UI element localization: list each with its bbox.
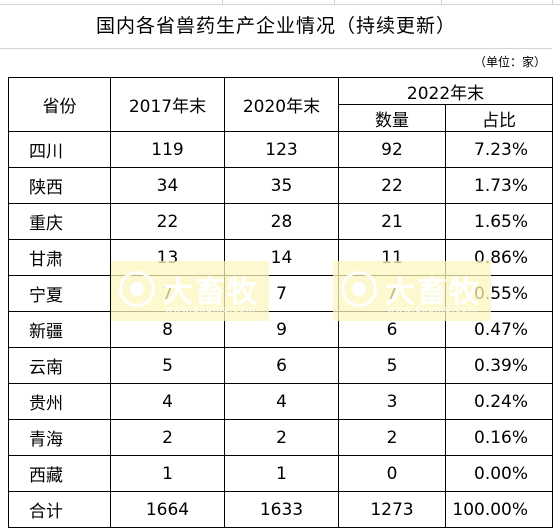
table-row: 重庆 22 28 21 1.65% [8, 203, 554, 240]
table-row: 宁夏 7 7 7 0.55% [8, 275, 554, 312]
total-row: 合计 1664 1633 1273 100.00% [8, 491, 554, 528]
cell-count[interactable]: 22 [338, 167, 446, 204]
header-share[interactable]: 占比 [444, 104, 554, 132]
total-2020[interactable]: 1633 [224, 491, 339, 528]
table-row: 青海 2 2 2 0.16% [8, 419, 554, 456]
data-table: 省份 2017年末 2020年末 2022年末 数量 占比 四川 119 123… [8, 77, 554, 528]
cell-2017[interactable]: 34 [110, 167, 225, 204]
table-row: 四川 119 123 92 7.23% [8, 131, 554, 168]
table-row: 云南 5 6 5 0.39% [8, 347, 554, 384]
cell-province[interactable]: 四川 [8, 131, 111, 168]
total-count[interactable]: 1273 [338, 491, 446, 528]
cell-province[interactable]: 新疆 [8, 311, 111, 348]
gridline [334, 0, 335, 4]
cell-2020[interactable]: 7 [224, 275, 339, 312]
cell-2020[interactable]: 35 [224, 167, 339, 204]
table-row: 陕西 34 35 22 1.73% [8, 167, 554, 204]
table-title[interactable]: 国内各省兽药生产企业情况（持续更新） [0, 4, 552, 49]
column-gridlines [0, 0, 560, 5]
cell-share[interactable]: 1.65% [444, 203, 554, 240]
cell-province[interactable]: 青海 [8, 419, 111, 456]
cell-2017[interactable]: 22 [110, 203, 225, 240]
cell-share[interactable]: 0.00% [444, 455, 554, 492]
cell-2017[interactable]: 5 [110, 347, 225, 384]
header-2022[interactable]: 2022年末 [337, 77, 554, 105]
gridline [441, 0, 442, 4]
cell-province[interactable]: 重庆 [8, 203, 111, 240]
cell-province[interactable]: 陕西 [8, 167, 111, 204]
cell-count[interactable]: 11 [338, 239, 446, 276]
cell-province[interactable]: 宁夏 [8, 275, 111, 312]
total-share[interactable]: 100.00% [444, 491, 554, 528]
cell-2020[interactable]: 2 [224, 419, 339, 456]
total-2017[interactable]: 1664 [110, 491, 225, 528]
cell-2017[interactable]: 13 [110, 239, 225, 276]
cell-2017[interactable]: 2 [110, 419, 225, 456]
cell-2020[interactable]: 4 [224, 383, 339, 420]
cell-2020[interactable]: 6 [224, 347, 339, 384]
cell-province[interactable]: 甘肃 [8, 239, 111, 276]
cell-2017[interactable]: 4 [110, 383, 225, 420]
cell-2017[interactable]: 1 [110, 455, 225, 492]
table-row: 贵州 4 4 3 0.24% [8, 383, 554, 420]
cell-count[interactable]: 0 [338, 455, 446, 492]
cell-2020[interactable]: 28 [224, 203, 339, 240]
header-province[interactable]: 省份 [8, 77, 111, 132]
header-2017[interactable]: 2017年末 [110, 77, 225, 132]
cell-share[interactable]: 0.24% [444, 383, 554, 420]
table-row: 西藏 1 1 0 0.00% [8, 455, 554, 492]
cell-2017[interactable]: 7 [110, 275, 225, 312]
cell-2020[interactable]: 9 [224, 311, 339, 348]
cell-count[interactable]: 3 [338, 383, 446, 420]
cell-share[interactable]: 1.73% [444, 167, 554, 204]
header-2020[interactable]: 2020年末 [224, 77, 339, 132]
cell-2020[interactable]: 123 [224, 131, 339, 168]
cell-province[interactable]: 贵州 [8, 383, 111, 420]
cell-2017[interactable]: 119 [110, 131, 225, 168]
cell-2017[interactable]: 8 [110, 311, 225, 348]
total-label[interactable]: 合计 [8, 491, 111, 528]
cell-count[interactable]: 2 [338, 419, 446, 456]
cell-share[interactable]: 7.23% [444, 131, 554, 168]
header-row: 省份 2017年末 2020年末 2022年末 [8, 77, 554, 132]
cell-count[interactable]: 6 [338, 311, 446, 348]
cell-count[interactable]: 92 [338, 131, 446, 168]
cell-share[interactable]: 0.86% [444, 239, 554, 276]
gridline [552, 0, 553, 4]
cell-share[interactable]: 0.47% [444, 311, 554, 348]
cell-2020[interactable]: 1 [224, 455, 339, 492]
cell-share[interactable]: 0.39% [444, 347, 554, 384]
header-count[interactable]: 数量 [338, 104, 446, 132]
cell-province[interactable]: 西藏 [8, 455, 111, 492]
subheader-row: 数量 占比 [9, 104, 554, 132]
cell-share[interactable]: 0.55% [444, 275, 554, 312]
table-row: 新疆 8 9 6 0.47% [8, 311, 554, 348]
cell-share[interactable]: 0.16% [444, 419, 554, 456]
cell-count[interactable]: 7 [338, 275, 446, 312]
cell-2020[interactable]: 14 [224, 239, 339, 276]
cell-count[interactable]: 21 [338, 203, 446, 240]
cell-province[interactable]: 云南 [8, 347, 111, 384]
table-row: 甘肃 13 14 11 0.86% [8, 239, 554, 276]
gridline [222, 0, 223, 4]
cell-count[interactable]: 5 [338, 347, 446, 384]
unit-note[interactable]: （单位：家） [473, 55, 546, 69]
